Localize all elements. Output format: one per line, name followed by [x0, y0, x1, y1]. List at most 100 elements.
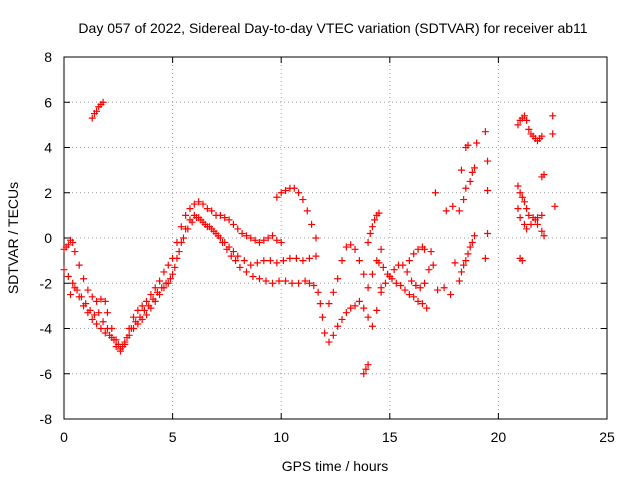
data-point [414, 297, 422, 305]
data-point [64, 241, 72, 249]
data-point [364, 313, 372, 321]
series-arc-e [88, 98, 107, 122]
data-point [119, 343, 127, 351]
data-point [175, 248, 183, 256]
data-point [140, 306, 148, 314]
data-point [97, 295, 105, 303]
data-point [221, 214, 229, 222]
data-point [179, 234, 187, 242]
data-point [451, 259, 459, 267]
data-point [151, 284, 159, 292]
data-point [427, 248, 435, 256]
plot-frame [63, 56, 608, 420]
data-point [273, 259, 281, 267]
data-point [143, 297, 151, 305]
data-point [93, 320, 101, 328]
data-point [457, 166, 465, 174]
data-point [295, 189, 303, 197]
data-point [101, 297, 109, 305]
data-point [412, 282, 420, 290]
data-point [334, 322, 342, 330]
data-point [362, 365, 370, 373]
data-point [549, 130, 557, 138]
data-point [460, 196, 468, 204]
data-point [392, 279, 400, 287]
data-point [466, 243, 474, 251]
data-point [314, 288, 322, 296]
data-point [457, 268, 465, 276]
data-point [195, 198, 203, 206]
data-point [290, 184, 298, 192]
series-arc-s [514, 205, 546, 265]
data-point [282, 277, 290, 285]
x-tick-label: 10 [273, 429, 289, 445]
data-point [264, 234, 272, 242]
data-point [255, 239, 263, 247]
data-point [471, 232, 479, 240]
data-point [481, 128, 489, 136]
data-point [69, 279, 77, 287]
x-axis-label: GPS time / hours [282, 458, 389, 474]
data-point [386, 272, 394, 280]
data-point [329, 288, 337, 296]
data-point [229, 248, 237, 256]
data-point [188, 218, 196, 226]
data-point [429, 261, 437, 269]
data-point [225, 216, 233, 224]
data-point [342, 243, 350, 251]
data-point [347, 304, 355, 312]
data-point [234, 225, 242, 233]
data-point [136, 313, 144, 321]
data-point [364, 284, 372, 292]
data-point [520, 220, 528, 228]
data-point [397, 282, 405, 290]
data-point [377, 284, 385, 292]
data-point [106, 331, 114, 339]
data-point [192, 214, 200, 222]
series-arc-h [360, 361, 372, 378]
data-point [71, 284, 79, 292]
y-tick-label: -4 [40, 321, 53, 337]
data-point [368, 223, 376, 231]
data-point [533, 220, 541, 228]
data-point [518, 257, 526, 265]
data-point [88, 293, 96, 301]
data-point [399, 261, 407, 269]
data-point [377, 245, 385, 253]
data-point [216, 211, 224, 219]
data-point [442, 207, 450, 215]
data-point [292, 254, 300, 262]
data-point [160, 268, 168, 276]
data-point [93, 107, 101, 115]
data-point [184, 225, 192, 233]
x-tick-label: 25 [599, 429, 615, 445]
data-point [127, 325, 135, 332]
data-point [421, 245, 429, 253]
data-point [342, 309, 350, 317]
data-point [186, 205, 194, 213]
data-point [288, 279, 296, 287]
data-point [316, 300, 324, 308]
y-tick-label: 6 [44, 94, 52, 110]
data-point [103, 309, 111, 317]
data-point [103, 325, 111, 332]
data-point [199, 200, 207, 208]
data-point [516, 189, 524, 197]
data-point [334, 275, 342, 283]
data-point [295, 279, 303, 287]
data-point [523, 205, 531, 213]
data-point [269, 232, 277, 240]
data-point [379, 263, 387, 271]
data-point [182, 211, 190, 219]
data-point [262, 277, 270, 285]
data-point [434, 286, 442, 294]
data-point [425, 266, 433, 274]
data-point [80, 302, 88, 310]
data-point [466, 177, 474, 185]
grid [64, 57, 607, 419]
data-point [525, 211, 533, 219]
series-arc-k [377, 261, 433, 292]
data-point [471, 164, 479, 172]
data-point [99, 318, 107, 326]
